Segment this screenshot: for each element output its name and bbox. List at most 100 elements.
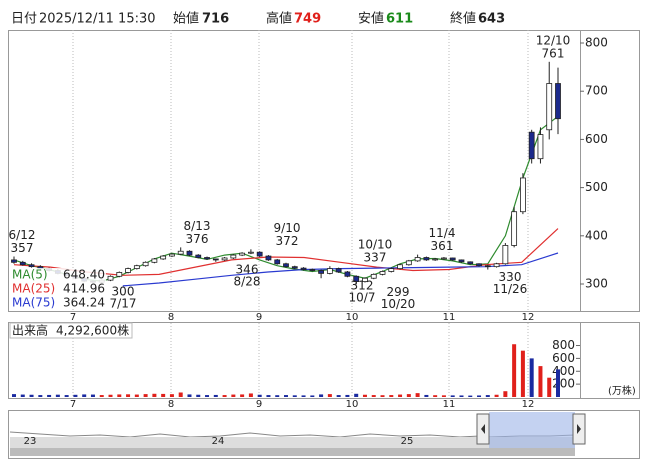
annotation-date: 8/28 [234, 274, 261, 288]
volume-bar [108, 394, 113, 397]
candle-body [28, 264, 35, 268]
volume-bar [143, 394, 148, 397]
volume-bar [327, 394, 332, 397]
volume-bar [29, 394, 34, 397]
candle-body [204, 257, 210, 260]
annotation-date: 11/4 [429, 226, 456, 240]
volume-bar [161, 393, 166, 397]
handle-arrow [577, 424, 581, 434]
volume-bar [415, 393, 420, 397]
candle-body [186, 250, 193, 256]
volume-bar [380, 395, 385, 397]
high-label: 高値 [266, 11, 292, 27]
open-label: 始値 [173, 11, 199, 27]
candle-body [160, 255, 167, 260]
x-tick-label: 11 [443, 312, 456, 323]
candle-body [151, 258, 158, 263]
annotation-value: 346 [236, 262, 259, 276]
annotation-value: 330 [499, 270, 522, 284]
volume-bar [362, 394, 367, 397]
candle-body [520, 177, 526, 213]
volume-bar [90, 394, 95, 397]
candle-body [256, 251, 263, 257]
annotation-date: 7/17 [110, 297, 137, 311]
candle-body [11, 259, 17, 263]
candle-body [309, 269, 316, 271]
volume-bar [257, 394, 262, 397]
volume-bar [512, 344, 517, 397]
volume-bar [187, 394, 192, 397]
volume-bar [398, 394, 403, 397]
volume-bar [424, 394, 429, 397]
y-tick-label: 700 [585, 84, 608, 98]
volume-bar [450, 395, 455, 397]
annotation-date: 6/12 [9, 228, 36, 242]
volume-current: 4,292,600株 [56, 323, 129, 338]
candle-body [502, 245, 509, 265]
candle-body [177, 250, 184, 255]
legend-name: MA(75) [12, 296, 55, 310]
volume-bar [12, 394, 16, 397]
navigator-label: 23 [24, 436, 37, 447]
candle-body [265, 255, 272, 261]
x-tick-label: 10 [346, 312, 359, 323]
candle-body [169, 253, 175, 257]
legend-box [10, 268, 106, 309]
annotation-date: 10/7 [349, 291, 376, 305]
candle-body [546, 83, 553, 131]
candle-body [212, 258, 219, 261]
volume-bar [389, 395, 394, 397]
candle-body [107, 275, 114, 281]
annotation-value: 312 [351, 279, 374, 293]
navigator-scrollbar[interactable] [10, 448, 575, 456]
main-panel [8, 30, 640, 312]
candle-body [125, 268, 131, 273]
volume-bar [222, 395, 227, 397]
volume-title-box [9, 322, 133, 339]
volume-bar [556, 369, 560, 397]
volume-bar [345, 394, 350, 397]
candle-body [318, 270, 324, 274]
y-tick-label: 200 [552, 377, 575, 391]
legend-name: MA(5) [12, 268, 48, 282]
volume-bar [459, 395, 464, 397]
x-tick-label: 9 [256, 312, 262, 323]
volume-bar [231, 394, 236, 397]
y-tick-label: 600 [552, 351, 575, 365]
y-tick-label: 800 [585, 36, 608, 50]
x-tick-label: 12 [522, 399, 535, 410]
candle-body [370, 273, 377, 279]
candle-body [344, 271, 351, 277]
volume-bar [485, 395, 490, 397]
annotation-date: 9/10 [274, 221, 301, 235]
volume-bar [47, 394, 52, 397]
x-tick-label: 7 [70, 399, 76, 410]
y-tick-label: 400 [552, 364, 575, 378]
volume-bar [538, 366, 543, 397]
volume-bar [301, 395, 306, 397]
y-tick-label: 800 [552, 338, 575, 352]
candle-body [405, 260, 412, 266]
volume-bar [371, 395, 376, 397]
annotation-value: 300 [112, 285, 135, 299]
volume-bar [266, 395, 271, 397]
annotation-value: 361 [431, 239, 454, 253]
candle-body [555, 83, 561, 120]
volume-bar [248, 393, 253, 397]
x-tick-label: 10 [346, 399, 359, 410]
volume-bar [547, 377, 552, 397]
y-tick-label: 600 [585, 132, 608, 146]
annotation-value: 372 [276, 234, 299, 248]
x-tick-label: 8 [168, 312, 174, 323]
candle-body [484, 265, 491, 268]
candle-body [362, 277, 368, 282]
volume-bar [99, 395, 104, 397]
legend-name: MA(25) [12, 282, 55, 296]
candle-body [248, 251, 254, 254]
volume-bar [336, 395, 341, 397]
candle-body [326, 268, 333, 274]
candle-body [291, 266, 298, 269]
volume-title: 出来高 [12, 323, 48, 338]
candle-body [274, 259, 281, 265]
